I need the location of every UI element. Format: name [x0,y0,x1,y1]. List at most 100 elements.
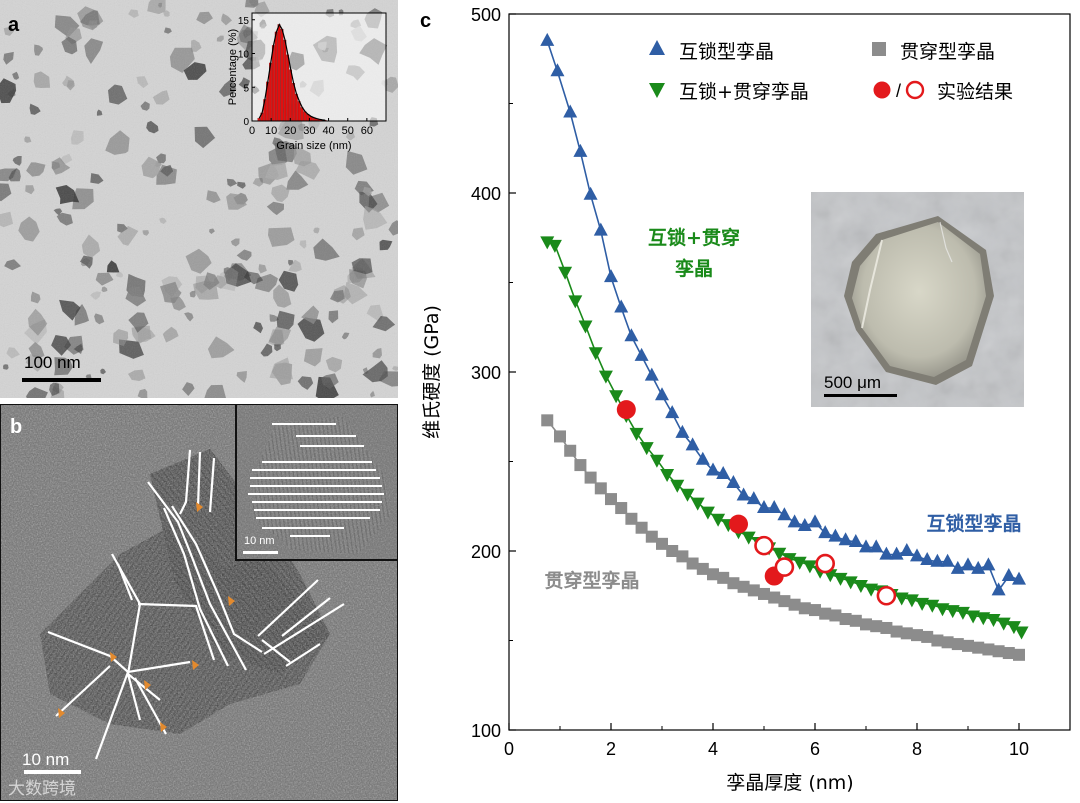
data-point-interlock [848,534,863,548]
data-point-combined [540,236,555,250]
data-point-penetration [1002,647,1015,660]
data-point-interlock [940,553,955,567]
data-point-interlock [950,560,965,574]
scale-bar-a [22,378,101,382]
data-point-interlock [981,557,996,571]
histogram-y-tick-label: 10 [238,50,250,61]
data-point-interlock [961,557,975,571]
legend-label-experiment: 实验结果 [937,81,1013,103]
legend: / 互锁型孪晶 贯穿型孪晶 互锁+贯穿孪晶 实验结果 [649,40,1013,103]
data-point-interlock [726,474,741,488]
data-point-penetration [768,591,781,604]
legend-label-combined: 互锁+贯穿孪晶 [679,81,809,103]
data-point-penetration [951,638,964,651]
histogram-y-tick-label: 0 [243,117,249,128]
y-tick-label: 400 [471,184,501,204]
data-point-penetration [911,629,923,642]
data-point-penetration [819,607,832,620]
data-point-penetration [962,639,974,652]
watermark: 大数跨境 [8,779,76,799]
y-tick-label: 100 [471,721,501,741]
legend-marker-interlock [649,40,665,55]
data-point-interlock [540,32,555,46]
histogram-bar [292,83,295,122]
data-point-penetration [666,545,679,557]
x-axis-label: 孪晶厚度 (nm) [726,772,853,794]
x-tick-label: 2 [606,739,616,759]
scale-bar-label-b: 10 nm [22,750,70,769]
tem-micrograph-a: 0 10 20 30 40 50 60 0 5 10 15 Percentage (%) Grain… [0,0,398,398]
grain-size-histogram-inset: 0 10 20 30 40 50 60 0 5 10 15 Percentage (%) Grain… [227,12,387,152]
data-point-penetration [870,620,883,633]
data-point-combined [935,603,950,617]
histogram-y-tick-label: 15 [238,16,250,27]
data-point-combined [955,606,970,620]
histogram-x-tick-label: 60 [361,125,373,137]
data-point-interlock [899,543,914,556]
data-point-interlock [655,387,669,401]
data-point-experiment-open [876,585,897,606]
scale-bar-b [24,770,81,774]
inset-scale-bar [243,551,278,554]
data-point-combined [802,560,817,574]
histogram-xlabel: Grain size (nm) [276,140,351,152]
x-tick-label: 10 [1009,739,1029,759]
data-point-combined [864,583,879,597]
y-tick-label: 500 [471,5,501,25]
histogram-bar [271,45,275,122]
data-point-interlock [1001,568,1016,582]
data-point-interlock [624,328,639,342]
data-point-penetration [696,562,709,575]
histogram-bar [297,101,301,122]
histogram-x-tick-label: 10 [265,125,277,137]
photo-scale-bar [824,394,897,397]
data-point-penetration [890,625,903,638]
data-point-penetration [707,568,719,581]
data-point-interlock [859,539,873,553]
data-point-interlock [767,500,782,514]
data-point-penetration [625,512,638,525]
data-point-interlock [583,186,598,200]
data-point-experiment-open [754,535,774,556]
data-point-penetration [860,618,872,631]
data-point-combined [629,427,644,441]
data-point-penetration [839,613,852,626]
data-point-combined [568,295,583,309]
data-point-penetration [778,595,791,608]
annotation-combined-line2: 孪晶 [675,257,713,280]
data-point-interlock [930,553,945,567]
panel-letter-a: a [8,14,20,36]
histogram-x-tick-label: 40 [322,125,334,137]
data-point-penetration [758,587,770,600]
data-point-interlock [675,424,690,438]
data-point-combined [558,266,573,280]
data-point-combined [792,556,807,570]
data-point-interlock [757,500,771,514]
data-point-combined [649,454,664,468]
data-point-interlock [1012,571,1026,585]
data-point-experiment-open [774,557,795,577]
legend-label-penetration: 贯穿型孪晶 [900,41,995,63]
data-point-interlock [665,405,680,419]
data-point-combined [680,488,695,502]
y-tick-label: 200 [471,542,501,562]
data-point-penetration [564,444,577,457]
data-point-combined [588,347,603,361]
data-point-combined [547,239,562,253]
data-point-combined [660,469,675,483]
histogram-bar [286,54,290,122]
data-point-penetration [605,493,617,506]
x-tick-label: 0 [504,739,514,759]
annotation-interlock: 互锁型孪晶 [926,512,1021,535]
data-point-penetration [676,550,689,563]
data-point-interlock [736,487,751,501]
data-point-penetration [849,614,862,627]
data-point-interlock [787,514,802,528]
scale-bar-label-a: 100 nm [24,353,81,372]
data-point-combined [966,610,981,624]
panel-a-tem-image: 0 10 20 30 40 50 60 0 5 10 15 Percentage (%) Grain… [0,0,398,398]
data-point-penetration [574,459,587,472]
data-point-interlock [838,532,853,546]
histogram-ylabel: Percentage (%) [227,29,239,105]
annotation-penetration: 贯穿型孪晶 [544,569,639,592]
